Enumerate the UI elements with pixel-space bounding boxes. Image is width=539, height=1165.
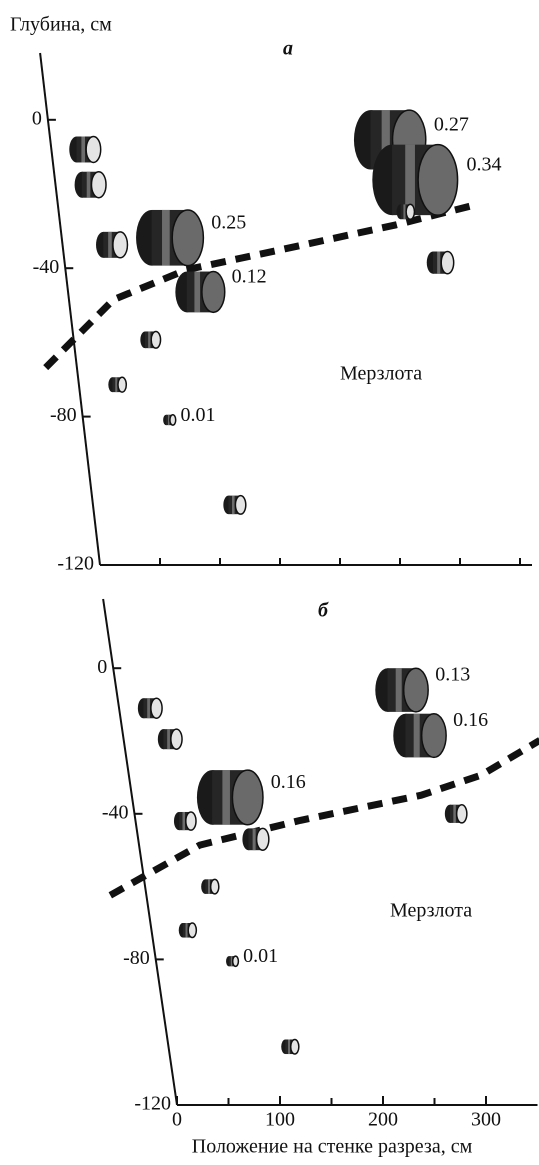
cylinder [281, 1039, 299, 1054]
cylinder-end [91, 172, 106, 198]
cylinder [175, 272, 224, 313]
x-axis-label: Положение на стенке разреза, см [192, 1136, 473, 1158]
value-label: 0.27 [434, 113, 469, 135]
cylinder-shine [232, 496, 235, 515]
cylinder [69, 136, 100, 162]
cylinder [75, 172, 106, 198]
cylinder-shine [396, 668, 402, 712]
cylinder-end [406, 204, 414, 219]
cylinder [136, 210, 203, 266]
cylinder-shine [222, 770, 230, 825]
cylinder [158, 729, 182, 749]
cylinder [179, 923, 197, 938]
value-label: 0.34 [467, 153, 502, 175]
y-tick-label: -80 [50, 404, 77, 426]
cylinder-end [235, 496, 245, 515]
cylinder [96, 232, 127, 258]
cylinder [201, 879, 219, 894]
cylinder-end [151, 698, 162, 718]
cylinder [223, 496, 245, 515]
cylinder [174, 812, 196, 830]
figure: Глубина, см а Мерзлота б Мерзлота Положе… [0, 0, 539, 1165]
cylinder-end [172, 210, 203, 266]
y-axis-label: Глубина, см [10, 14, 112, 36]
cylinder-end [170, 415, 176, 425]
cylinder-end [188, 923, 196, 938]
cylinder-shine [108, 232, 112, 258]
y-tick-label: -40 [33, 256, 60, 278]
cylinder-shine [182, 812, 185, 830]
y-tick-label: -80 [123, 947, 150, 969]
y-axis [103, 599, 177, 1105]
cylinder-shine [186, 923, 188, 938]
cylinder [163, 415, 176, 425]
cylinder-end [113, 232, 128, 258]
cylinder-shine [194, 272, 200, 313]
cylinder [140, 331, 160, 348]
value-label: 0.13 [435, 664, 470, 686]
cylinder [197, 770, 263, 825]
y-tick-label: 0 [32, 107, 42, 129]
cylinder-shine [81, 136, 85, 162]
cylinder-end [233, 956, 239, 966]
cylinder-shine [403, 204, 405, 219]
y-axis [40, 53, 100, 565]
y-tick-label: -120 [57, 553, 94, 575]
cylinder [138, 698, 162, 718]
value-label: 0.01 [243, 945, 278, 967]
cylinder [445, 805, 467, 823]
annotation: Мерзлота [390, 900, 472, 922]
value-label: 0.25 [211, 211, 246, 233]
cylinder-shine [453, 805, 456, 823]
cylinder-shine [87, 172, 91, 198]
cylinder-shine [208, 879, 210, 894]
cylinder-end [211, 879, 219, 894]
cylinder [396, 204, 414, 219]
cylinder-end [291, 1039, 299, 1054]
value-label: 0.12 [232, 266, 267, 288]
cylinder-end [441, 252, 453, 274]
cylinder-shine [167, 729, 170, 749]
y-tick-label: -40 [102, 801, 129, 823]
cylinder [108, 377, 126, 392]
y-tick-label: -120 [134, 1093, 171, 1115]
cylinder [393, 714, 446, 758]
cylinder [226, 956, 238, 966]
cylinder-shine [115, 377, 117, 392]
x-tick-label: 100 [265, 1109, 295, 1131]
value-label: 0.16 [271, 771, 306, 793]
cylinder [375, 668, 428, 712]
cylinder-end [404, 668, 428, 712]
y-tick-label: 0 [97, 656, 107, 678]
cylinder-shine [414, 714, 420, 758]
panel-letter: б [318, 600, 329, 622]
x-tick-label: 0 [172, 1109, 182, 1131]
cylinder [372, 145, 457, 215]
cylinder-shine [162, 210, 170, 266]
cylinder-end [151, 331, 160, 348]
cylinder [242, 828, 268, 850]
value-label: 0.01 [180, 404, 215, 426]
annotation: Мерзлота [340, 363, 422, 385]
cylinder-end [418, 145, 457, 215]
cylinder-shine [288, 1039, 290, 1054]
cylinder-end [232, 770, 263, 825]
value-label: 0.16 [453, 709, 488, 731]
cylinder-end [86, 136, 101, 162]
cylinder-shine [148, 331, 150, 348]
cylinder-end [257, 828, 269, 850]
x-tick-label: 200 [368, 1109, 398, 1131]
cylinder-end [171, 729, 182, 749]
cylinder-end [186, 812, 196, 830]
x-tick-label: 300 [471, 1109, 501, 1131]
cylinder [427, 252, 454, 274]
cylinder-shine [253, 828, 256, 850]
cylinder-end [422, 714, 446, 758]
panel-letter: а [283, 38, 293, 60]
cylinder-shine [147, 698, 150, 718]
cylinder-end [118, 377, 126, 392]
cylinder-end [202, 272, 225, 313]
cylinder-end [457, 805, 467, 823]
cylinder-shine [437, 252, 440, 274]
